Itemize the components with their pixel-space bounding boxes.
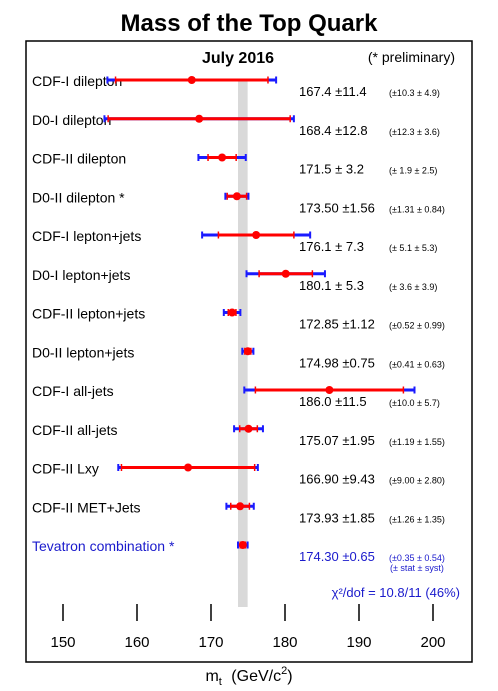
measurement-value: 174.98 ±0.75 — [299, 355, 375, 370]
measurement-row: D0-I dilepton 168.4 ±12.8 (±12.3 ± 3.6) — [32, 112, 440, 138]
row-label: CDF-I lepton+jets — [32, 228, 141, 244]
chi2-label: χ²/dof = 10.8/11 (46%) — [332, 585, 460, 600]
x-axis-label-sub: t — [219, 676, 222, 688]
measurement-row: CDF-I dilepton 167.4 ±11.4 (±10.3 ± 4.9) — [32, 73, 440, 99]
measurement-value: 173.93 ±1.85 — [299, 510, 375, 525]
measurement-row: CDF-II MET+Jets 173.93 ±1.85 (±1.26 ± 1.35… — [32, 499, 445, 525]
measurement-value: 167.4 ±11.4 — [299, 84, 367, 99]
measurement-value: 171.5 ± 3.2 — [299, 162, 364, 177]
measurement-row: CDF-II dilepton 171.5 ± 3.2 (± 1.9 ± 2.5) — [32, 151, 437, 177]
x-tick-label: 200 — [420, 634, 445, 651]
measurement-value: 174.30 ±0.65 — [299, 549, 375, 564]
measurement-point — [218, 153, 227, 162]
measurement-value: 175.07 ±1.95 — [299, 433, 375, 448]
measurement-row: D0-II dilepton * 173.50 ±1.56 (±1.31 ± 0.8… — [32, 189, 445, 215]
row-label: D0-II lepton+jets — [32, 344, 134, 360]
measurement-error-breakdown: (±1.31 ± 0.84) — [389, 204, 445, 214]
measurement-error-breakdown: (±0.41 ± 0.63) — [389, 359, 445, 369]
row-label: D0-II dilepton * — [32, 189, 125, 205]
measurement-value: 168.4 ±12.8 — [299, 123, 368, 138]
x-tick-label: 190 — [346, 634, 371, 651]
row-label: CDF-I all-jets — [32, 383, 114, 399]
x-tick-label: 160 — [124, 634, 149, 651]
row-label: D0-I lepton+jets — [32, 267, 130, 283]
combo-error-note: (± stat ± syst) — [390, 563, 444, 573]
measurement-point — [184, 463, 193, 472]
x-axis-label-unit: (GeV/c — [231, 668, 281, 685]
measurement-value: 166.90 ±9.43 — [299, 472, 375, 487]
measurement-row: Tevatron combination * 174.30 ±0.65 (±0.35… — [32, 538, 445, 564]
measurement-value: 176.1 ± 7.3 — [299, 239, 364, 254]
measurement-point — [243, 347, 252, 356]
measurement-row: CDF-II Lxy 166.90 ±9.43 (±9.00 ± 2.80) — [32, 461, 445, 487]
preliminary-note: (* preliminary) — [368, 49, 455, 65]
measurement-value: 172.85 ±1.12 — [299, 317, 375, 332]
measurement-point — [228, 308, 237, 317]
measurement-point — [238, 541, 247, 549]
measurement-error-breakdown: (±12.3 ± 3.6) — [389, 127, 440, 137]
measurement-error-breakdown: (±9.00 ± 2.80) — [389, 476, 445, 486]
row-label: CDF-II Lxy — [32, 461, 99, 477]
measurement-row: CDF-I lepton+jets 176.1 ± 7.3 (± 5.1 ± 5.3… — [32, 228, 437, 254]
row-label: CDF-II lepton+jets — [32, 306, 145, 322]
measurement-error-breakdown: (±0.52 ± 0.99) — [389, 321, 445, 331]
chart-subtitle: July 2016 — [202, 50, 274, 67]
measurement-error-breakdown: (±0.35 ± 0.54) — [389, 553, 445, 563]
x-tick-label: 150 — [50, 634, 75, 651]
measurement-row: D0-II lepton+jets 174.98 ±0.75 (±0.41 ± 0.… — [32, 344, 445, 370]
measurement-point — [281, 269, 290, 278]
measurement-error-breakdown: (±10.3 ± 4.9) — [389, 88, 440, 98]
x-tick-label: 170 — [198, 634, 223, 651]
measurement-error-breakdown: (± 5.1 ± 5.3) — [389, 243, 437, 253]
x-axis-label: mt (GeV/c2) — [205, 665, 292, 688]
measurement-point — [325, 386, 334, 394]
measurement-error-breakdown: (±1.19 ± 1.55) — [389, 437, 445, 447]
row-label: Tevatron combination * — [32, 538, 175, 554]
measurement-point — [244, 424, 253, 433]
row-label: D0-I dilepton — [32, 112, 111, 128]
measurement-error-breakdown: (±1.26 ± 1.35) — [389, 514, 445, 524]
measurement-point — [195, 114, 204, 123]
x-tick-label: 180 — [272, 634, 297, 651]
measurement-row: CDF-II all-jets 175.07 ±1.95 (±1.19 ± 1.55… — [32, 422, 445, 448]
row-label: CDF-II all-jets — [32, 422, 118, 438]
measurement-error-breakdown: (± 1.9 ± 2.5) — [389, 166, 437, 176]
x-axis-label-sup: 2 — [281, 665, 287, 677]
measurement-rows: CDF-I dilepton 167.4 ±11.4 (±10.3 ± 4.9) D0… — [32, 73, 445, 564]
x-axis-label-main: m — [205, 668, 218, 685]
measurement-error-breakdown: (± 3.6 ± 3.9) — [389, 282, 437, 292]
measurement-row: D0-I lepton+jets 180.1 ± 5.3 (± 3.6 ± 3.9) — [32, 267, 437, 293]
row-label: CDF-I dilepton — [32, 73, 122, 89]
row-label: CDF-II dilepton — [32, 151, 126, 167]
measurement-error-breakdown: (±10.0 ± 5.7) — [389, 398, 440, 408]
plot-frame — [25, 40, 473, 663]
measurement-point — [252, 231, 261, 239]
measurement-value: 173.50 ±1.56 — [299, 200, 375, 215]
row-label: CDF-II MET+Jets — [32, 499, 141, 515]
x-axis-label-close: ) — [287, 668, 292, 685]
chart-title: Mass of the Top Quark — [121, 10, 379, 37]
measurement-value: 186.0 ±11.5 — [299, 394, 367, 409]
measurement-point — [236, 502, 245, 511]
measurement-row: CDF-I all-jets 186.0 ±11.5 (±10.0 ± 5.7) — [32, 383, 440, 409]
combination-band — [238, 80, 248, 607]
x-axis-ticks: 150 160 170 180 190 200 — [50, 604, 446, 651]
measurement-point — [232, 192, 241, 201]
measurement-row: CDF-II lepton+jets 172.85 ±1.12 (±0.52 ± 0… — [32, 306, 445, 332]
measurement-value: 180.1 ± 5.3 — [299, 278, 364, 293]
measurement-point — [187, 76, 196, 84]
